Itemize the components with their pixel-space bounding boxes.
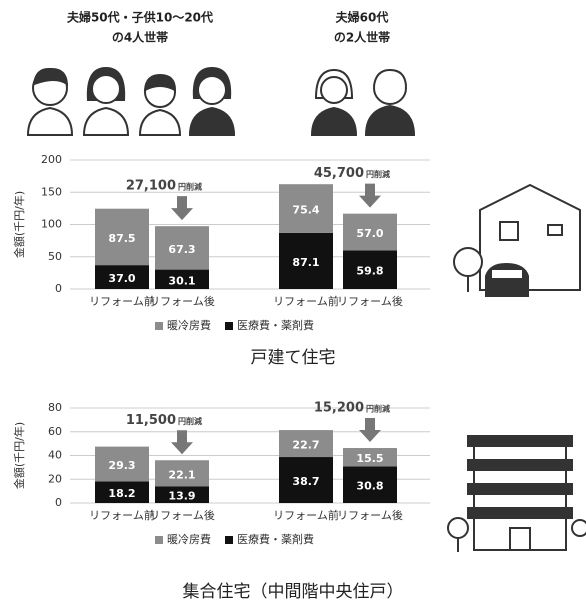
- y-tick-label: 0: [55, 282, 62, 295]
- bar-segment: [279, 457, 333, 503]
- annotation: 27,100: [126, 179, 176, 194]
- y-axis-label: 金額(千円/年): [12, 191, 26, 258]
- x-tick-label: リフォーム後: [337, 294, 403, 308]
- annotation-arrow: [359, 418, 381, 443]
- y-axis-label: 金額(千円/年): [12, 422, 26, 489]
- y-tick-label: 40: [48, 449, 62, 462]
- value-label: 87.1: [292, 256, 319, 269]
- value-label: 37.0: [108, 272, 135, 285]
- bar-segment: [279, 430, 333, 458]
- value-label: 59.8: [356, 265, 383, 278]
- annotation: 11,500: [126, 413, 176, 428]
- bar-segment: [343, 466, 397, 503]
- x-tick-label: リフォーム後: [337, 508, 403, 522]
- value-label: 18.2: [108, 487, 135, 500]
- annotation-arrow: [171, 430, 193, 455]
- bar-segment: [343, 250, 397, 289]
- y-tick-label: 0: [55, 496, 62, 509]
- bar-segment: [155, 486, 209, 503]
- annotation-suffix: 円削減: [178, 416, 202, 426]
- annotation-arrow: [359, 183, 381, 208]
- bar-segment: [279, 184, 333, 233]
- x-tick-label: リフォーム前: [273, 294, 339, 308]
- x-tick-label: リフォーム前: [89, 508, 155, 522]
- value-label: 15.5: [356, 452, 383, 465]
- x-tick-label: リフォーム後: [149, 294, 215, 308]
- bar-segment: [155, 460, 209, 487]
- legend-swatch: [225, 322, 233, 330]
- legend-label: 暖冷房費: [167, 318, 211, 332]
- family-icons: [26, 66, 416, 136]
- chart-caption: 戸建て住宅: [251, 348, 336, 368]
- value-label: 22.1: [168, 468, 195, 481]
- bar-segment: [279, 232, 333, 289]
- value-label: 30.8: [356, 480, 383, 493]
- household-label: の2人世帯: [334, 30, 390, 45]
- value-label: 75.4: [292, 204, 319, 217]
- bar-segment: [343, 213, 397, 251]
- bar-segment: [155, 269, 209, 289]
- value-label: 22.7: [292, 439, 319, 452]
- legend-label: 医療費・薬剤費: [237, 318, 314, 332]
- household-label: 夫婦50代・子供10〜20代: [66, 10, 213, 25]
- bar-segment: [95, 481, 149, 503]
- value-label: 67.3: [168, 243, 195, 256]
- legend-swatch: [155, 536, 163, 544]
- annotation: 45,700: [314, 166, 364, 181]
- y-tick-label: 50: [48, 250, 62, 263]
- annotation-suffix: 円削減: [366, 169, 390, 179]
- apartment-icon: [447, 435, 586, 552]
- legend-swatch: [225, 536, 233, 544]
- value-label: 13.9: [168, 490, 195, 503]
- bar-segment: [95, 208, 149, 266]
- bar-segment: [95, 446, 149, 482]
- y-tick-label: 80: [48, 401, 62, 414]
- household-label: 夫婦60代: [335, 10, 389, 25]
- bar-segment: [95, 265, 149, 289]
- value-label: 57.0: [356, 227, 383, 240]
- annotation-suffix: 円削減: [178, 182, 202, 192]
- legend-label: 医療費・薬剤費: [237, 532, 314, 546]
- value-label: 38.7: [292, 475, 319, 488]
- legend-swatch: [155, 322, 163, 330]
- value-label: 29.3: [108, 459, 135, 472]
- x-tick-label: リフォーム後: [149, 508, 215, 522]
- y-tick-label: 100: [41, 218, 62, 231]
- annotation-suffix: 円削減: [366, 404, 390, 414]
- y-tick-label: 150: [41, 185, 62, 198]
- annotation: 15,200: [314, 401, 364, 416]
- bar-segment: [155, 226, 209, 270]
- x-tick-label: リフォーム前: [273, 508, 339, 522]
- x-tick-label: リフォーム前: [89, 294, 155, 308]
- detached-house-icon: [453, 183, 581, 297]
- household-label: の4人世帯: [112, 30, 168, 45]
- y-tick-label: 20: [48, 472, 62, 485]
- bar-segment: [343, 448, 397, 467]
- value-label: 87.5: [108, 232, 135, 245]
- chart-caption: 集合住宅（中間階中央住戸）: [183, 582, 404, 602]
- legend-label: 暖冷房費: [167, 532, 211, 546]
- y-tick-label: 200: [41, 153, 62, 166]
- value-label: 30.1: [168, 274, 195, 287]
- annotation-arrow: [171, 196, 193, 221]
- y-tick-label: 60: [48, 425, 62, 438]
